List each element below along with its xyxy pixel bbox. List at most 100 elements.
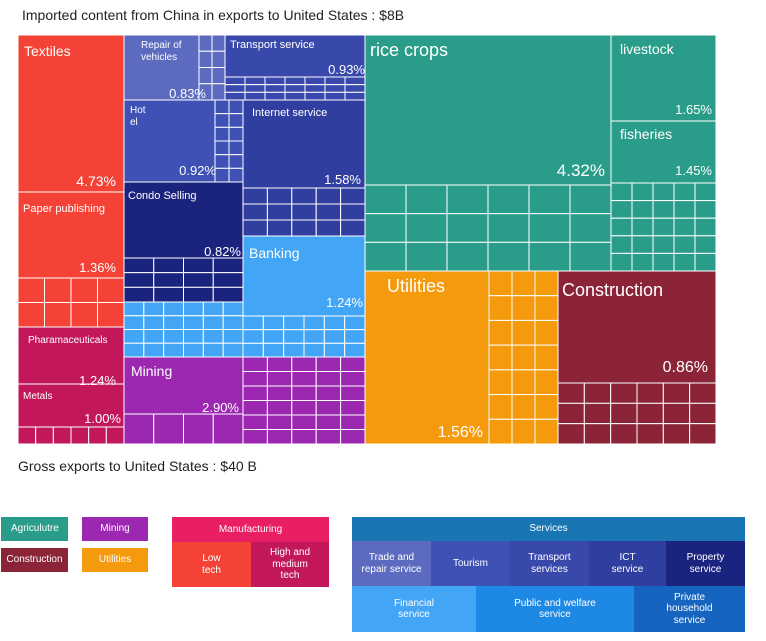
legend-item-utilities: Utilities	[82, 548, 148, 572]
treemap-subcell	[405, 184, 448, 215]
treemap-subcell	[662, 382, 691, 404]
legend-item-agriculture: Agriculutre	[1, 517, 68, 541]
treemap-subcell	[487, 241, 530, 272]
treemap-subcell	[52, 426, 72, 444]
treemap-subcell	[242, 315, 264, 331]
treemap-subcell	[266, 356, 293, 372]
legend-item-mining: Mining	[82, 517, 148, 541]
treemap-subcell	[340, 356, 366, 372]
treemap-subcell	[123, 257, 155, 274]
treemap-subcell	[528, 184, 571, 215]
treemap-subcell	[212, 272, 244, 288]
treemap-subcell	[610, 182, 633, 202]
treemap-subcell	[291, 385, 317, 401]
treemap-subcell	[315, 203, 342, 221]
treemap-subcell	[315, 400, 342, 416]
chart-title: Imported content from China in exports t…	[22, 7, 405, 23]
treemap-subcell	[123, 301, 145, 317]
treemap-subcell	[214, 126, 230, 142]
treemap-subcell	[183, 286, 214, 303]
gross-exports-label: Gross exports to United States : $40 B	[18, 458, 257, 474]
treemap-subcell	[222, 301, 244, 317]
treemap-subcell	[694, 235, 716, 254]
treemap-subcell	[70, 302, 98, 328]
treemap-subcell	[610, 235, 633, 254]
treemap-subcell	[324, 76, 346, 86]
treemap-subcell	[291, 187, 317, 205]
treemap-subcell	[652, 182, 675, 202]
treemap: Textiles 4.73% Paper publishing 1.36% Pharam…	[18, 35, 716, 444]
legend-item-low-tech: Low tech	[172, 542, 251, 587]
treemap-subcell	[264, 84, 286, 93]
treemap-subcell	[323, 315, 346, 331]
treemap-subcell	[304, 91, 326, 101]
treemap-subcell	[340, 414, 366, 430]
treemap-subcell	[224, 91, 246, 101]
treemap-subcell	[264, 76, 286, 86]
treemap-subcell	[183, 413, 214, 444]
treemap-subcell	[488, 319, 513, 346]
treemap-subcell	[123, 342, 145, 358]
treemap-cell	[557, 270, 716, 384]
treemap-subcell	[244, 76, 266, 86]
treemap-subcell	[534, 270, 559, 297]
treemap-subcell	[291, 414, 317, 430]
treemap-subcell	[264, 91, 286, 101]
treemap-subcell	[242, 429, 268, 444]
treemap-subcell	[534, 344, 559, 371]
treemap-subcell	[153, 413, 184, 444]
treemap-subcell	[123, 329, 145, 344]
treemap-subcell	[242, 371, 268, 387]
treemap-subcell	[303, 315, 325, 331]
treemap-subcell	[583, 382, 612, 404]
treemap-subcell	[534, 418, 559, 444]
treemap-subcell	[242, 385, 268, 401]
treemap-subcell	[198, 50, 213, 68]
treemap-subcell	[631, 217, 654, 237]
treemap-subcell	[143, 301, 165, 317]
treemap-subcell	[202, 315, 224, 330]
treemap-subcell	[583, 423, 612, 444]
treemap-subcell	[228, 126, 244, 142]
treemap-subcell	[488, 295, 513, 321]
treemap-subcell	[610, 217, 633, 237]
treemap-subcell	[315, 429, 342, 444]
treemap-subcell	[689, 423, 716, 444]
treemap-subcell	[183, 342, 204, 358]
treemap-subcell	[569, 184, 612, 215]
treemap-subcell	[340, 371, 366, 387]
treemap-subcell	[636, 382, 664, 404]
treemap-subcell	[214, 140, 230, 156]
treemap-subcell	[262, 342, 285, 358]
treemap-subcell	[244, 91, 266, 101]
treemap-subcell	[222, 329, 244, 344]
treemap-subcell	[488, 418, 513, 444]
treemap-subcell	[266, 385, 293, 401]
treemap-subcell	[405, 241, 448, 272]
treemap-subcell	[284, 91, 306, 101]
treemap-subcell	[228, 140, 244, 156]
treemap-subcell	[70, 426, 90, 444]
treemap-subcell	[163, 301, 185, 317]
treemap-subcell	[202, 329, 224, 344]
treemap-subcell	[18, 426, 37, 444]
treemap-cell	[18, 35, 125, 193]
treemap-subcell	[534, 394, 559, 420]
treemap-subcell	[198, 83, 213, 101]
treemap-subcell	[364, 241, 407, 272]
treemap-subcell	[143, 315, 165, 330]
treemap-subcell	[212, 413, 244, 444]
treemap-subcell	[212, 286, 244, 303]
treemap-cell	[364, 270, 490, 444]
treemap-subcell	[222, 342, 244, 358]
treemap-subcell	[636, 423, 664, 444]
treemap-subcell	[283, 329, 305, 344]
treemap-subcell	[511, 418, 536, 444]
treemap-subcell	[694, 252, 716, 272]
legend-item-public-welfare: Public and welfare service	[476, 586, 634, 632]
treemap-subcell	[143, 342, 165, 358]
treemap-cell	[123, 356, 244, 415]
treemap-subcell	[291, 371, 317, 387]
treemap-cell	[123, 35, 200, 101]
treemap-subcell	[97, 277, 125, 303]
